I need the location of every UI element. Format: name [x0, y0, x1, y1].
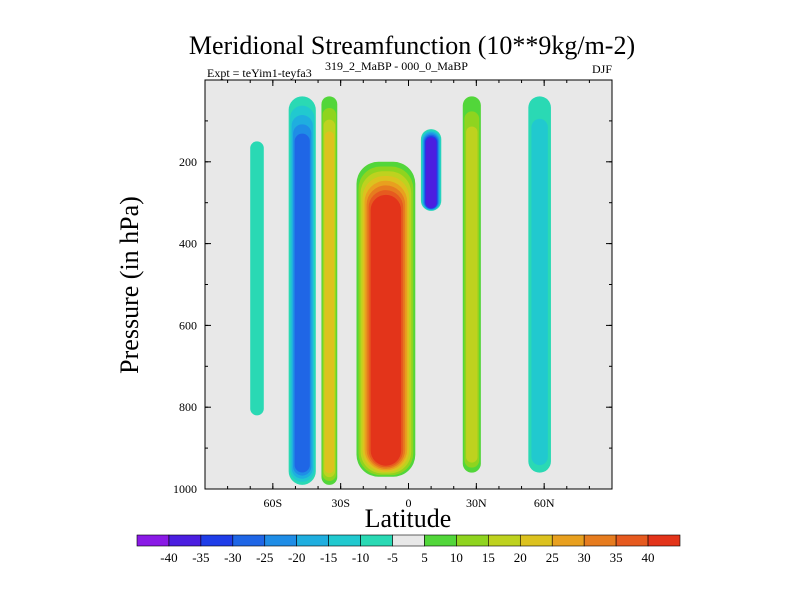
x-axis-label: Latitude	[365, 504, 452, 533]
colorbar-swatch	[264, 534, 298, 547]
colorbar-swatch	[456, 534, 489, 547]
contour-feature-southern-midlat-band	[321, 96, 338, 485]
experiment-label: Expt = teYim1-teyfa3	[207, 66, 312, 80]
y-tick-label: 400	[179, 237, 197, 251]
colorbar-swatch	[232, 534, 266, 547]
contour-feature-northern-upper-cell	[420, 129, 442, 211]
y-tick-label: 200	[179, 155, 197, 169]
colorbar-swatch	[424, 534, 457, 547]
colorbar-label: 35	[610, 550, 623, 565]
colorbar-label: -30	[224, 550, 241, 565]
colorbar-swatch	[328, 534, 361, 547]
colorbar-swatch	[200, 534, 234, 547]
chart-title: Meridional Streamfunction (10**9kg/m-2)	[189, 31, 635, 60]
colorbar-label: 10	[450, 550, 463, 565]
colorbar-swatch	[551, 534, 585, 547]
x-axis-ticks: 60S 30S 0 30N 60N	[227, 80, 590, 510]
colorbar-label: 15	[482, 550, 495, 565]
colorbar-label: 25	[546, 550, 559, 565]
colorbar-swatch	[136, 534, 170, 547]
contour-level-southern-midlat-band-20	[324, 131, 335, 474]
colorbar-label: -15	[320, 550, 337, 565]
colorbar-swatch	[583, 534, 617, 547]
contour-feature-southern-polar-band	[250, 141, 264, 416]
y-tick-label: 800	[179, 400, 197, 414]
colorbar-swatch	[392, 534, 425, 547]
y-axis-ticks: 200 400 600 800 1000	[173, 120, 612, 496]
colorbar-label: 40	[642, 550, 655, 565]
x-tick-label: 30S	[331, 496, 350, 510]
x-tick-label: 30N	[466, 496, 487, 510]
colorbar-label: 5	[421, 550, 428, 565]
colorbar-label: -25	[256, 550, 273, 565]
colorbar-label: -20	[288, 550, 305, 565]
x-tick-label: 0	[406, 496, 412, 510]
experiment-detail: 319_2_MaBP - 000_0_MaBP	[325, 59, 468, 73]
colorbar-swatch	[615, 534, 649, 547]
contour-feature-hadley-cell	[356, 161, 416, 477]
colorbar-label: -35	[192, 550, 209, 565]
season-label: DJF	[592, 62, 612, 76]
colorbar-swatch	[488, 534, 521, 547]
colorbar-swatch	[168, 534, 202, 547]
colorbar-label: -40	[160, 550, 177, 565]
contour-level-hadley-cell-40	[370, 194, 402, 466]
contour-level-southern-polar-band--5	[250, 141, 264, 416]
y-axis-label: Pressure (in hPa)	[115, 196, 144, 374]
contour-level-northern-polar-band--10	[531, 118, 548, 466]
y-tick-label: 1000	[173, 482, 197, 496]
contour-level-northern-upper-cell--35	[425, 137, 437, 209]
contour-level-southern-outer-cell--25	[294, 133, 310, 473]
contour-field	[250, 96, 551, 485]
colorbar-label: 30	[578, 550, 591, 565]
colorbar-swatch	[519, 534, 553, 547]
colorbar-label: -10	[352, 550, 369, 565]
x-tick-label: 60N	[534, 496, 555, 510]
colorbar: -40 -35 -30 -25 -20 -15 -10 -5 5 10 15 20 25 30 35 40	[136, 534, 681, 565]
colorbar-label: -5	[387, 550, 398, 565]
colorbar-swatch	[647, 534, 681, 547]
y-tick-label: 600	[179, 318, 197, 332]
colorbar-swatch	[360, 534, 393, 547]
contour-feature-northern-polar-band	[528, 96, 551, 473]
contour-level-northern-ferrel-band-15	[466, 126, 478, 463]
contour-feature-southern-outer-cell	[288, 96, 316, 485]
colorbar-swatch	[296, 534, 329, 547]
colorbar-label: 20	[514, 550, 527, 565]
contour-feature-northern-ferrel-band	[462, 96, 481, 473]
x-tick-label: 60S	[263, 496, 282, 510]
